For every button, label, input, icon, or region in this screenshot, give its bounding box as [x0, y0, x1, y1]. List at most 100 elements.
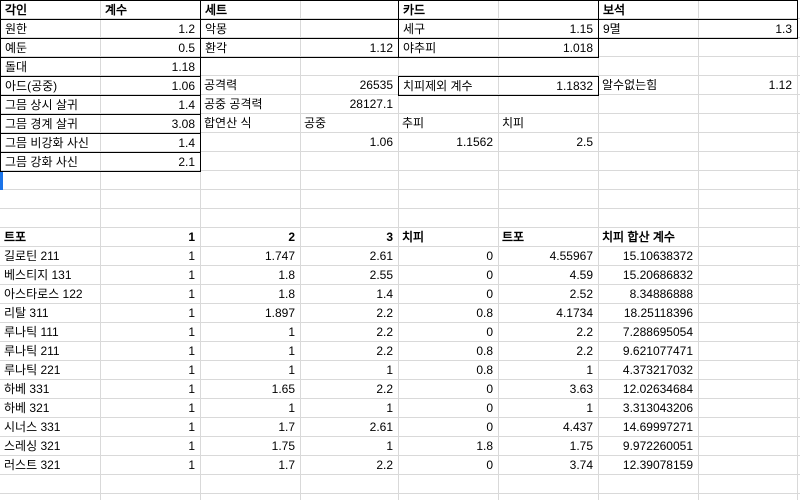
- skill-name-cell[interactable]: 루나틱 221: [4, 363, 61, 377]
- skill-value-cell[interactable]: 1.65: [271, 382, 295, 396]
- unknown-power-value-cell[interactable]: 1.12: [768, 78, 792, 92]
- skill-name-cell[interactable]: 스레싱 321: [4, 439, 61, 453]
- skill-value-cell[interactable]: 2.2: [376, 382, 393, 396]
- skill-value-cell[interactable]: 12.39078159: [622, 458, 693, 472]
- gem-title-cell[interactable]: 보석: [603, 3, 626, 17]
- engraving-value-cell[interactable]: 1.2: [178, 22, 195, 36]
- skill-value-cell[interactable]: 1: [188, 306, 195, 320]
- skill-value-cell[interactable]: 18.25118396: [623, 306, 693, 320]
- skill-value-cell[interactable]: 1.747: [264, 249, 295, 263]
- skill-value-cell[interactable]: 1.8: [278, 268, 295, 282]
- engraving-value-cell[interactable]: 3.08: [171, 117, 195, 131]
- skill-value-cell[interactable]: 15.10638372: [622, 249, 693, 263]
- engraving-value-cell[interactable]: 1.18: [171, 60, 195, 74]
- engraving-label-cell[interactable]: 아드(공중): [5, 79, 58, 93]
- card-label-cell[interactable]: 야추피: [403, 41, 437, 55]
- skill-value-cell[interactable]: 0: [486, 401, 493, 415]
- skill-value-cell[interactable]: 2.61: [369, 420, 393, 434]
- attack-label-cell[interactable]: 공격력: [204, 78, 238, 92]
- engraving-label-cell[interactable]: 예둔: [5, 41, 28, 55]
- skill-name-cell[interactable]: 시너스 331: [4, 420, 61, 434]
- engraving-value-cell[interactable]: 0.5: [178, 41, 195, 55]
- engraving-label-cell[interactable]: 그믐 강화 사신: [5, 155, 78, 169]
- skill-value-cell[interactable]: 1.4: [376, 287, 393, 301]
- skill-table-header-cell[interactable]: 트포: [502, 230, 525, 244]
- engraving-value-cell[interactable]: 1.4: [178, 98, 195, 112]
- skill-value-cell[interactable]: 0: [486, 325, 493, 339]
- skill-value-cell[interactable]: 1.897: [264, 306, 295, 320]
- skill-name-cell[interactable]: 루나틱 211: [4, 344, 60, 358]
- skill-value-cell[interactable]: 9.621077471: [622, 344, 693, 358]
- skill-value-cell[interactable]: 1: [288, 363, 295, 377]
- skill-value-cell[interactable]: 1.7: [278, 458, 295, 472]
- air-attack-value-cell[interactable]: 28127.1: [349, 97, 393, 111]
- skill-value-cell[interactable]: 1: [288, 344, 295, 358]
- engraving-title-cell[interactable]: 각인: [5, 3, 28, 17]
- skill-value-cell[interactable]: 0: [486, 287, 493, 301]
- skill-value-cell[interactable]: 3.63: [569, 382, 593, 396]
- skill-value-cell[interactable]: 1.75: [271, 439, 295, 453]
- skill-value-cell[interactable]: 7.288695054: [622, 325, 693, 339]
- skill-value-cell[interactable]: 0: [486, 249, 493, 263]
- skill-value-cell[interactable]: 1: [586, 363, 593, 377]
- skill-value-cell[interactable]: 1: [188, 363, 195, 377]
- formula-air-header-cell[interactable]: 공중: [304, 116, 327, 130]
- skill-value-cell[interactable]: 1: [188, 401, 195, 415]
- set-value-cell[interactable]: 1.12: [369, 41, 393, 55]
- skill-value-cell[interactable]: 0: [486, 420, 493, 434]
- skill-value-cell[interactable]: 1: [188, 287, 195, 301]
- skill-value-cell[interactable]: 4.55967: [549, 249, 593, 263]
- skill-table-header-cell[interactable]: 1: [188, 230, 195, 244]
- skill-name-cell[interactable]: 러스트 321: [4, 458, 61, 472]
- skill-value-cell[interactable]: 4.437: [562, 420, 593, 434]
- skill-value-cell[interactable]: 4.373217032: [622, 363, 693, 377]
- skill-value-cell[interactable]: 0.8: [476, 306, 493, 320]
- skill-value-cell[interactable]: 2.52: [569, 287, 593, 301]
- crit-excluded-label-cell[interactable]: 치피제외 계수: [403, 79, 473, 93]
- skill-value-cell[interactable]: 0: [486, 382, 493, 396]
- engraving-label-cell[interactable]: 그믐 비강화 사신: [5, 136, 89, 150]
- engraving-value-cell[interactable]: 2.1: [178, 155, 195, 169]
- skill-value-cell[interactable]: 2.2: [376, 325, 393, 339]
- unknown-power-label-cell[interactable]: 알수없는힘: [602, 78, 658, 92]
- skill-value-cell[interactable]: 2.2: [376, 306, 393, 320]
- skill-value-cell[interactable]: 1: [188, 439, 195, 453]
- engraving-label-cell[interactable]: 원한: [5, 22, 28, 36]
- card-title-cell[interactable]: 카드: [403, 3, 426, 17]
- air-attack-label-cell[interactable]: 공중 공격력: [204, 97, 263, 111]
- skill-value-cell[interactable]: 1: [188, 382, 195, 396]
- skill-value-cell[interactable]: 0: [486, 268, 493, 282]
- skill-value-cell[interactable]: 2.61: [369, 249, 393, 263]
- skill-value-cell[interactable]: 2.2: [576, 325, 593, 339]
- skill-name-cell[interactable]: 베스티지 131: [4, 268, 72, 282]
- skill-value-cell[interactable]: 1: [586, 401, 593, 415]
- skill-table-header-cell[interactable]: 트포: [4, 230, 27, 244]
- skill-name-cell[interactable]: 하베 321: [4, 401, 50, 415]
- skill-value-cell[interactable]: 15.20686832: [622, 268, 693, 282]
- skill-value-cell[interactable]: 4.1734: [556, 306, 593, 320]
- skill-value-cell[interactable]: 12.02634684: [622, 382, 693, 396]
- set-title-cell[interactable]: 세트: [205, 3, 228, 17]
- skill-name-cell[interactable]: 길로틴 211: [4, 249, 60, 263]
- skill-name-cell[interactable]: 아스타로스 122: [4, 287, 83, 301]
- engraving-label-cell[interactable]: 돌대: [5, 60, 28, 74]
- formula-addhit-header-cell[interactable]: 추피: [402, 116, 425, 130]
- skill-value-cell[interactable]: 1: [188, 420, 195, 434]
- set-label-cell[interactable]: 환각: [205, 41, 228, 55]
- formula-crit-header-cell[interactable]: 치피: [502, 116, 525, 130]
- skill-value-cell[interactable]: 8.34886888: [629, 287, 693, 301]
- skill-value-cell[interactable]: 1: [386, 401, 393, 415]
- skill-name-cell[interactable]: 루나틱 111: [4, 325, 59, 339]
- skill-name-cell[interactable]: 리탈 311: [4, 306, 49, 320]
- set-value-cell[interactable]: [301, 20, 398, 39]
- skill-value-cell[interactable]: 2.55: [369, 268, 393, 282]
- skill-value-cell[interactable]: 1: [188, 249, 195, 263]
- skill-value-cell[interactable]: 1.75: [569, 439, 593, 453]
- skill-value-cell[interactable]: 3.74: [569, 458, 593, 472]
- skill-value-cell[interactable]: 1: [288, 401, 295, 415]
- skill-value-cell[interactable]: 0.8: [476, 363, 493, 377]
- skill-value-cell[interactable]: 1: [188, 325, 195, 339]
- engraving-value-cell[interactable]: 1.06: [171, 79, 195, 93]
- skill-value-cell[interactable]: 1: [188, 344, 195, 358]
- skill-value-cell[interactable]: 1.8: [278, 287, 295, 301]
